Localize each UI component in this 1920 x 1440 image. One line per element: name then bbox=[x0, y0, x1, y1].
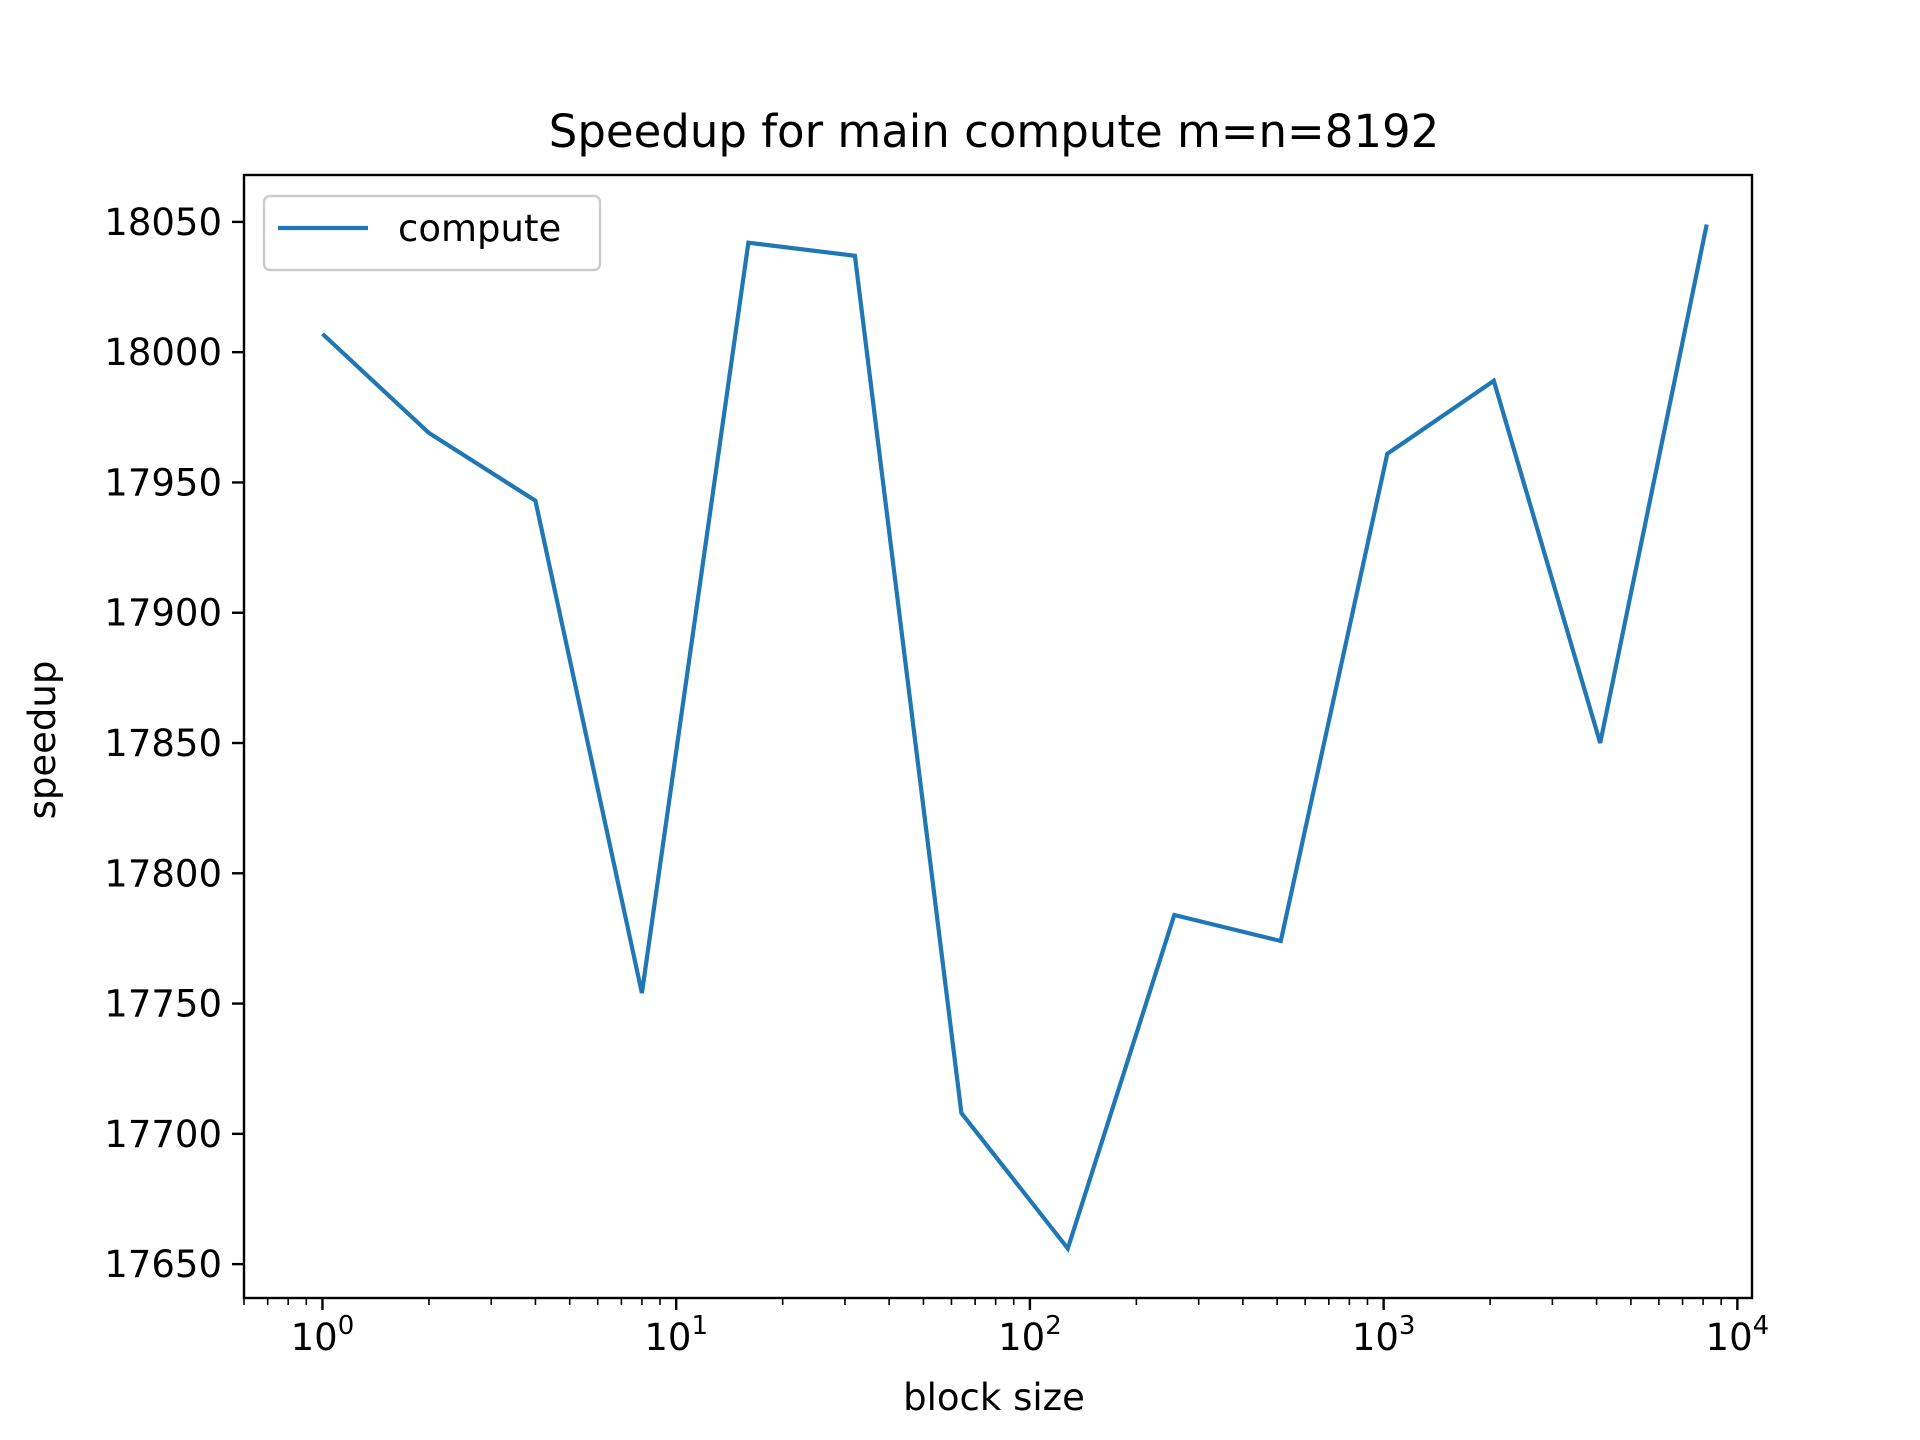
x-tick-label: 103 bbox=[1352, 1311, 1416, 1359]
y-axis: 17650 17700 17750 17800 17850 17900 17950 18000… bbox=[104, 201, 244, 1286]
x-tick-label: 104 bbox=[1706, 1311, 1770, 1359]
series-line-compute bbox=[321, 224, 1709, 1253]
y-tick-label: 17700 bbox=[104, 1113, 222, 1156]
y-tick-label: 17900 bbox=[104, 592, 222, 635]
x-tick-label: 101 bbox=[644, 1311, 708, 1359]
plot-background bbox=[244, 175, 1752, 1298]
chart-title: Speedup for main compute m=n=8192 bbox=[549, 105, 1440, 158]
y-tick-label: 18000 bbox=[104, 331, 222, 374]
y-axis-label: speedup bbox=[21, 661, 64, 820]
plot-area bbox=[242, 173, 1754, 1300]
x-tick-label: 100 bbox=[291, 1311, 355, 1359]
x-axis-label: block size bbox=[903, 1376, 1085, 1419]
legend: compute bbox=[262, 194, 602, 272]
y-tick-label: 17800 bbox=[104, 852, 222, 895]
y-tick-label: 18050 bbox=[104, 201, 222, 244]
y-tick-label: 17850 bbox=[104, 722, 222, 765]
y-tick-label: 17750 bbox=[104, 983, 222, 1026]
legend-label-compute: compute bbox=[398, 207, 561, 250]
legend-box bbox=[262, 194, 602, 272]
y-tick-label: 17650 bbox=[104, 1243, 222, 1286]
plot-frame bbox=[242, 173, 1754, 1300]
x-tick-label: 102 bbox=[998, 1311, 1062, 1359]
y-tick-label: 17950 bbox=[104, 461, 222, 504]
x-axis: 100 101 102 103 104 bbox=[243, 1298, 1770, 1359]
